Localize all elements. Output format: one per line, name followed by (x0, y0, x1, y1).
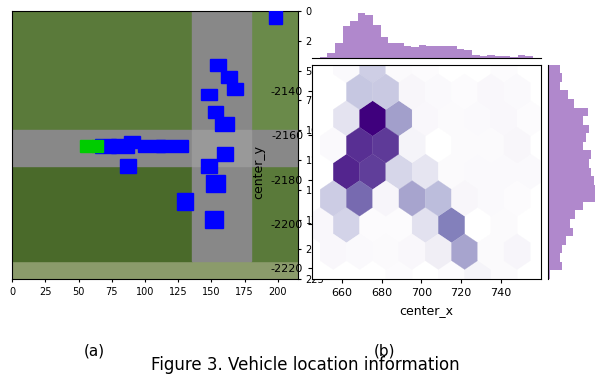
Bar (426, 46, 434, 58)
Bar (548, 168, 590, 176)
Text: Figure 3. Vehicle location information: Figure 3. Vehicle location information (151, 356, 459, 374)
X-axis label: center_x: center_x (400, 304, 453, 317)
Bar (95, 139, 116, 153)
Bar (201, 159, 217, 173)
Bar (396, 43, 404, 58)
Bar (251, 166, 298, 261)
Bar (404, 46, 411, 58)
Bar (503, 56, 510, 58)
Bar (548, 245, 562, 253)
Bar (251, 11, 298, 130)
Bar (548, 82, 560, 91)
Bar (358, 13, 365, 58)
Bar (156, 140, 188, 152)
Bar (217, 147, 233, 161)
Bar (110, 139, 134, 153)
Bar (548, 65, 561, 73)
Bar (548, 99, 574, 108)
Bar (335, 43, 343, 58)
Bar (479, 56, 487, 58)
Bar (548, 150, 590, 159)
Bar (548, 116, 583, 125)
Bar (548, 219, 570, 228)
Bar (548, 193, 595, 202)
Bar (411, 47, 419, 58)
Bar (12, 166, 192, 261)
Bar (205, 211, 223, 228)
Bar (548, 228, 573, 236)
Bar (548, 236, 567, 245)
Bar (373, 25, 381, 58)
Bar (548, 185, 595, 193)
Bar (548, 176, 594, 185)
Bar (138, 140, 165, 152)
Bar (434, 46, 442, 58)
Bar (328, 53, 335, 58)
Bar (192, 130, 251, 166)
Bar (92, 140, 102, 152)
Bar (548, 211, 575, 219)
Bar (548, 270, 550, 279)
Bar (389, 43, 396, 58)
Y-axis label: center_y: center_y (252, 145, 265, 199)
Bar (228, 83, 243, 95)
Bar (548, 91, 568, 99)
Bar (207, 107, 223, 118)
Bar (518, 55, 525, 58)
Bar (201, 89, 217, 101)
Bar (120, 159, 136, 173)
Bar (495, 56, 503, 58)
Bar (525, 56, 533, 58)
Text: (b): (b) (373, 343, 395, 358)
Bar (365, 15, 373, 58)
Bar (548, 134, 586, 142)
Bar (221, 71, 237, 83)
Bar (510, 57, 518, 58)
Bar (206, 175, 224, 192)
Bar (419, 45, 426, 58)
Bar (80, 140, 93, 152)
Bar (381, 37, 389, 58)
Bar (548, 262, 562, 270)
Bar (548, 142, 583, 150)
Bar (464, 50, 472, 58)
Bar (548, 202, 583, 211)
Bar (320, 57, 328, 58)
Bar (449, 46, 457, 58)
Bar (548, 73, 562, 82)
Bar (548, 125, 589, 134)
Bar (177, 193, 193, 210)
Bar (215, 117, 234, 131)
Bar (210, 59, 226, 71)
Bar (487, 55, 495, 58)
Bar (442, 46, 449, 58)
Bar (12, 11, 192, 130)
Bar (192, 11, 251, 261)
Bar (350, 21, 358, 58)
Y-axis label: center_y: center_y (331, 121, 341, 169)
Bar (457, 49, 464, 58)
Bar (124, 136, 140, 148)
Bar (12, 130, 298, 166)
Bar (268, 10, 282, 24)
Bar (548, 108, 588, 116)
Text: (a): (a) (84, 343, 105, 358)
Bar (343, 26, 350, 58)
Bar (548, 159, 589, 168)
Bar (548, 253, 561, 262)
Bar (472, 55, 479, 58)
